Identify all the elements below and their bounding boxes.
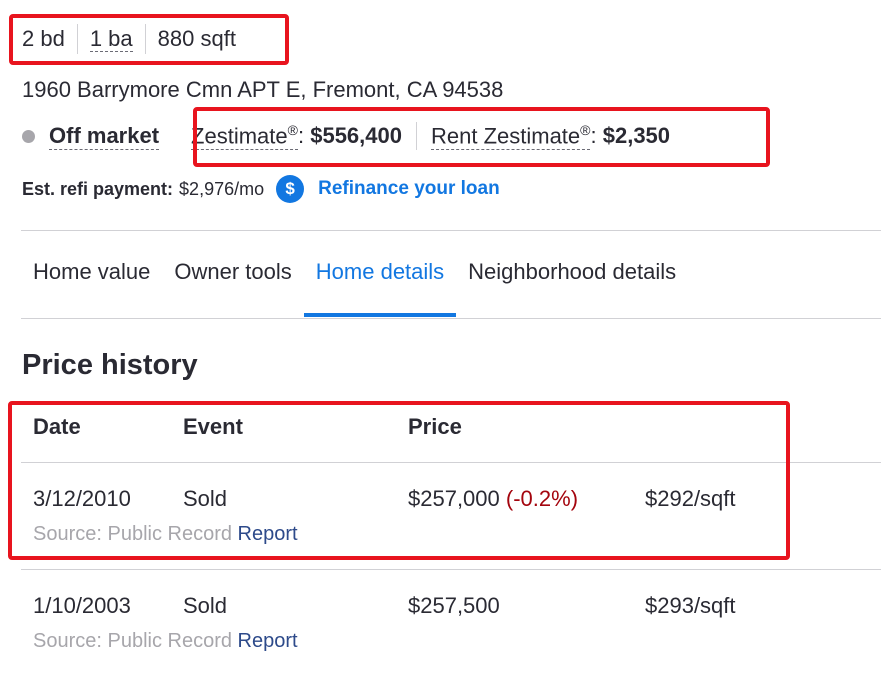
tab-home-details[interactable]: Home details <box>303 240 457 317</box>
header-date: Date <box>33 414 81 439</box>
report-link[interactable]: Report <box>237 630 298 652</box>
tab-owner-tools[interactable]: Owner tools <box>162 240 303 303</box>
rent-zestimate: Rent Zestimate®: $2,350 <box>415 122 684 151</box>
baths-value[interactable]: 1 ba <box>89 26 133 52</box>
beds-fact: 2 bd <box>22 24 77 54</box>
row-price-per-sqft: $292/sqft <box>645 486 736 511</box>
header-event: Event <box>183 414 243 439</box>
zestimate-label-text[interactable]: Zestimate <box>191 123 288 149</box>
baths-fact[interactable]: 1 ba <box>76 24 145 54</box>
row-date: 3/12/2010 <box>33 486 131 511</box>
row-price-value: $257,500 <box>408 593 500 618</box>
row-source: Source: Public Record Report <box>33 630 298 653</box>
refinance-link[interactable]: Refinance your loan <box>318 178 500 199</box>
divider <box>21 462 881 463</box>
refi-payment-value: $2,976/mo <box>179 178 265 199</box>
row-price: $257,500 <box>408 593 500 619</box>
refi-row: Est. refi payment: $2,976/mo $ Refinance… <box>22 175 500 203</box>
status-dot-icon <box>22 130 35 144</box>
status-row: Off market Zestimate®: $556,400 Rent Zes… <box>22 122 684 151</box>
dollar-icon: $ <box>276 175 305 203</box>
rent-zestimate-label[interactable]: Rent Zestimate® <box>430 122 591 151</box>
row-event: Sold <box>183 593 228 618</box>
property-address: 1960 Barrymore Cmn APT E, Fremont, CA 94… <box>22 77 504 102</box>
detail-tabs: Home value Owner tools Home details Neig… <box>21 240 688 317</box>
row-price: $257,000 (-0.2%) <box>408 486 578 512</box>
tab-label[interactable]: Owner tools <box>174 258 292 284</box>
tab-label[interactable]: Home value <box>33 258 151 284</box>
registered-mark: ® <box>287 122 298 138</box>
home-facts: 2 bd 1 ba 880 sqft <box>22 24 248 54</box>
beds-value: 2 bd <box>22 26 65 51</box>
row-price-change: (-0.2%) <box>505 486 579 511</box>
divider <box>21 318 881 319</box>
divider <box>21 569 881 570</box>
row-source-text: Source: Public Record <box>33 523 232 545</box>
off-market-status[interactable]: Off market <box>49 122 160 150</box>
rent-zestimate-value: $2,350 <box>602 123 671 149</box>
row-event: Sold <box>183 486 228 511</box>
row-source: Source: Public Record Report <box>33 523 298 546</box>
rent-zestimate-colon: : <box>590 123 597 149</box>
sqft-fact: 880 sqft <box>144 24 248 54</box>
rent-zestimate-label-text[interactable]: Rent Zestimate <box>430 123 581 149</box>
zestimate-value: $556,400 <box>310 123 402 149</box>
report-link[interactable]: Report <box>237 523 298 545</box>
zestimate-label[interactable]: Zestimate® <box>191 122 298 151</box>
header-price: Price <box>408 414 462 439</box>
divider <box>21 230 881 231</box>
tab-home-value[interactable]: Home value <box>21 240 162 303</box>
row-price-per-sqft: $293/sqft <box>645 593 736 618</box>
tab-neighborhood-details[interactable]: Neighborhood details <box>456 240 688 303</box>
registered-mark: ® <box>580 122 591 138</box>
row-date: 1/10/2003 <box>33 593 131 618</box>
zestimate: Zestimate®: $556,400 <box>177 122 416 151</box>
row-source-text: Source: Public Record <box>33 630 232 652</box>
tab-label[interactable]: Home details <box>315 258 445 284</box>
price-history-title: Price history <box>22 349 198 381</box>
row-price-value: $257,000 <box>408 486 500 511</box>
sqft-value: 880 sqft <box>157 26 236 51</box>
tab-label[interactable]: Neighborhood details <box>468 258 677 284</box>
zestimate-colon: : <box>297 123 305 149</box>
refi-label: Est. refi payment: <box>22 178 174 199</box>
